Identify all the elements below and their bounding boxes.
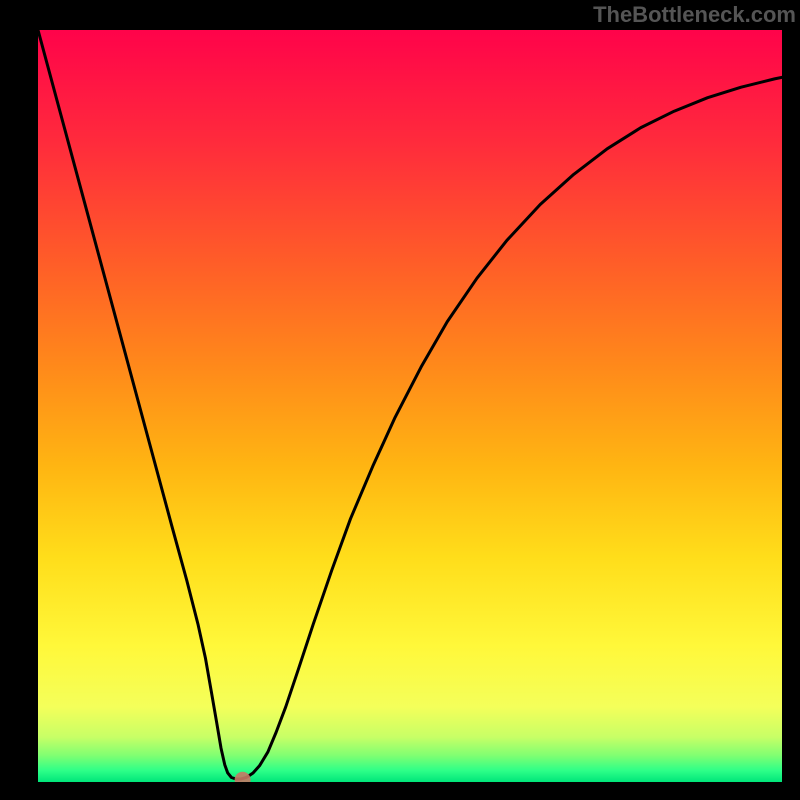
watermark-text: TheBottleneck.com [593, 2, 796, 28]
chart-svg [38, 30, 782, 782]
chart-plot-area [38, 30, 782, 782]
gradient-background [38, 30, 782, 782]
